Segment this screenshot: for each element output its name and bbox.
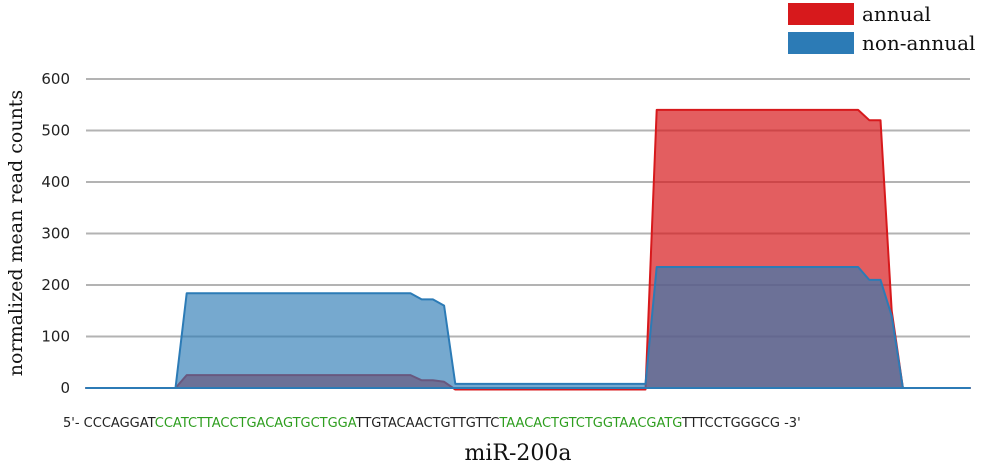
- legend-swatch-annual: [788, 3, 854, 25]
- y-axis-title: normalized mean read counts: [5, 90, 27, 376]
- sequence-segment: TTGTACAACTGTTGTTC: [355, 416, 500, 431]
- sequence-prefix: 5'-: [63, 416, 84, 431]
- legend: annual non-annual: [788, 2, 975, 55]
- y-tick-label: 400: [41, 173, 70, 191]
- sequence-label: 5'- CCCAGGATCCATCTTACCTGACAGTGCTGGATTGTA…: [63, 416, 801, 431]
- y-tick-label: 600: [41, 70, 70, 88]
- y-tick-label: 200: [41, 276, 70, 294]
- area-non-annual: [85, 266, 971, 389]
- y-tick-label: 300: [41, 225, 70, 243]
- sequence-segment: CCCAGGAT: [84, 416, 156, 431]
- legend-swatch-non-annual: [788, 32, 854, 54]
- y-tick-labels: 0 100 200 300 400 500 600: [41, 70, 70, 397]
- sequence-mature-segment: TAACACTGTCTGGTAACGATG: [498, 416, 682, 431]
- y-tick-label: 0: [60, 379, 70, 397]
- sequence-segment: TTTCCTGGGCG: [681, 416, 780, 431]
- area-series: [85, 108, 971, 391]
- x-axis-title: miR-200a: [464, 441, 571, 465]
- y-tick-label: 100: [41, 328, 70, 346]
- legend-label-annual: annual: [862, 2, 931, 26]
- sequence-mature-segment: CCATCTTACCTGACAGTGCTGGA: [155, 416, 357, 431]
- legend-label-non-annual: non-annual: [862, 31, 975, 55]
- y-tick-label: 500: [41, 122, 70, 140]
- sequence-suffix: -3': [780, 416, 801, 431]
